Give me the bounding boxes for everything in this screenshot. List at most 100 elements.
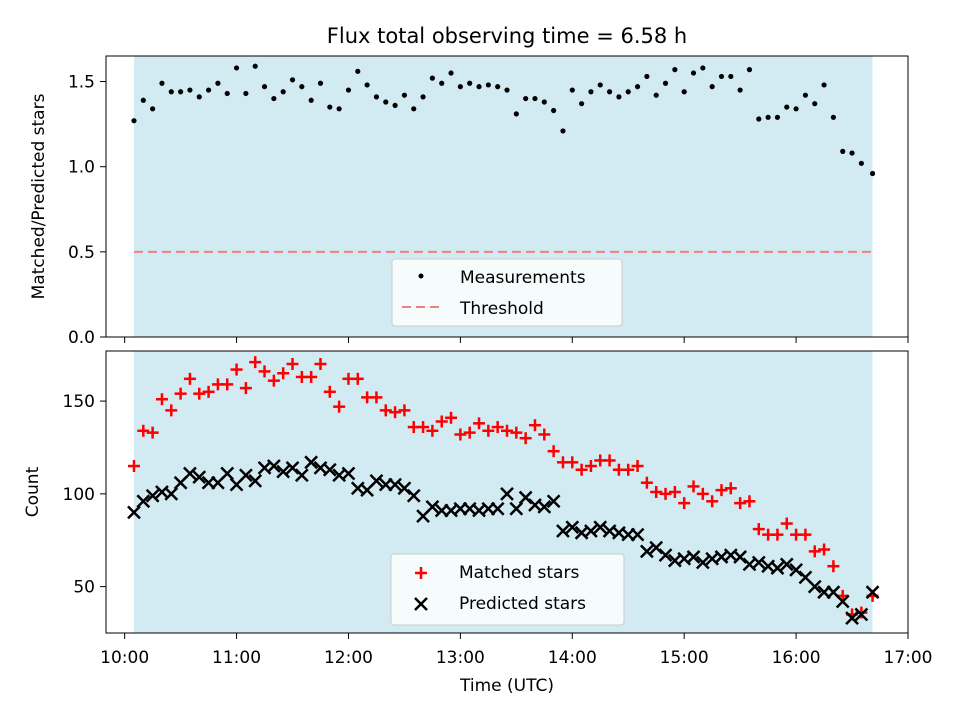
matched-star-point — [174, 387, 187, 400]
measurement-point — [700, 65, 706, 71]
matched-star-point — [528, 419, 541, 432]
measurement-point — [271, 95, 277, 102]
chart-title: Flux total observing time = 6.58 h — [327, 24, 687, 48]
matched-star-point — [417, 421, 430, 434]
measurement-point — [261, 84, 268, 90]
matched-star-point — [146, 426, 159, 439]
ratio-legend-box — [391, 258, 623, 327]
matched-star-point — [314, 357, 327, 370]
measurement-point — [653, 92, 659, 98]
count-y-tick-label: 100 — [63, 485, 95, 505]
matched-star-point — [370, 391, 383, 404]
time-x-tick-label: 15:00 — [660, 648, 709, 668]
predicted-star-point — [854, 607, 869, 622]
measurement-point — [476, 84, 482, 90]
matched-star-point — [734, 497, 747, 510]
matched-star-point — [165, 404, 178, 417]
measurement-point — [308, 97, 314, 103]
predicted-star-point — [789, 563, 803, 577]
ratio-panel-frame — [105, 55, 909, 338]
count-y-tick-label: 150 — [63, 392, 95, 412]
matched-star-point — [333, 400, 346, 413]
matched-star-point — [808, 545, 821, 558]
measurement-point — [252, 63, 258, 69]
measurement-point — [140, 97, 146, 103]
legend-threshold-label: Threshold — [459, 299, 544, 319]
matched-star-point — [221, 378, 234, 391]
measurement-point — [448, 70, 454, 76]
time-x-axis-label: Time (UTC) — [459, 676, 554, 696]
ratio-y-tick-label: 0.5 — [68, 243, 95, 263]
measurement-point — [616, 94, 622, 100]
measurement-points — [131, 63, 876, 177]
matched-star-point — [631, 460, 644, 473]
ratio-x-ticks — [124, 337, 909, 343]
predicted-star-point — [518, 490, 533, 505]
measurement-point — [756, 116, 762, 122]
measurement-point — [457, 84, 463, 90]
predicted-star-point — [369, 473, 384, 488]
predicted-star-point — [388, 477, 402, 492]
measurement-point — [355, 68, 361, 74]
predicted-star-point — [220, 466, 235, 481]
measurement-point — [504, 87, 510, 93]
matched-star-point — [454, 428, 467, 441]
predicted-star-point — [807, 579, 822, 594]
count-legend: Matched stars Predicted stars — [390, 553, 625, 626]
predicted-star-point — [779, 557, 794, 572]
measurement-point — [765, 114, 771, 120]
matched-star-point — [519, 432, 532, 445]
predicted-star-point — [192, 470, 207, 485]
measurement-point — [849, 150, 855, 156]
legend-predicted-marker — [414, 597, 428, 611]
matched-star-point — [463, 426, 476, 439]
matched-star-point — [696, 487, 709, 500]
time-x-tick-label: 13:00 — [436, 648, 485, 668]
measurement-point — [485, 82, 491, 88]
predicted-star-point — [406, 488, 421, 503]
ratio-y-axis: 0.0 0.5 1.0 1.5 — [68, 73, 106, 348]
measurement-point — [802, 92, 809, 98]
predicted-star-point — [658, 548, 673, 562]
measurement-point — [373, 94, 380, 100]
predicted-star-point — [164, 486, 179, 501]
matched-star-point — [780, 517, 793, 530]
measurement-point — [364, 82, 370, 88]
predicted-star-point — [238, 468, 253, 483]
matched-star-point — [473, 417, 486, 430]
predicted-star-point — [565, 520, 580, 535]
predicted-star-point — [751, 555, 766, 570]
time-x-tick-label: 14:00 — [548, 648, 597, 668]
matched-star-point — [650, 486, 663, 498]
measurement-point — [299, 84, 305, 90]
measurement-point — [830, 114, 836, 120]
matched-star-point — [724, 482, 737, 495]
measurement-point — [625, 89, 631, 95]
matched-star-point — [323, 385, 336, 398]
matched-star-point — [249, 356, 262, 369]
predicted-star-point — [294, 468, 309, 483]
measurement-point — [541, 99, 547, 105]
matched-star-point — [435, 415, 448, 428]
measurement-point — [718, 73, 725, 80]
predicted-star-point — [397, 481, 412, 496]
time-x-tick-label: 16:00 — [772, 648, 821, 668]
matched-star-point — [491, 421, 504, 434]
measurement-point — [495, 84, 501, 90]
matched-star-point — [305, 370, 318, 383]
matched-star-point — [379, 404, 392, 417]
predicted-stars-points — [127, 455, 880, 626]
measurement-point — [644, 73, 650, 80]
matched-star-point — [389, 406, 402, 419]
predicted-star-point — [835, 594, 850, 609]
measurement-point — [858, 160, 864, 166]
predicted-star-point — [136, 494, 151, 509]
measurement-point — [233, 65, 240, 71]
matched-star-point — [818, 543, 831, 556]
matched-star-point — [183, 372, 196, 385]
matched-stars-points — [127, 356, 879, 621]
measurement-point — [690, 70, 697, 76]
matched-star-point — [510, 426, 523, 439]
measurement-point — [551, 107, 557, 114]
